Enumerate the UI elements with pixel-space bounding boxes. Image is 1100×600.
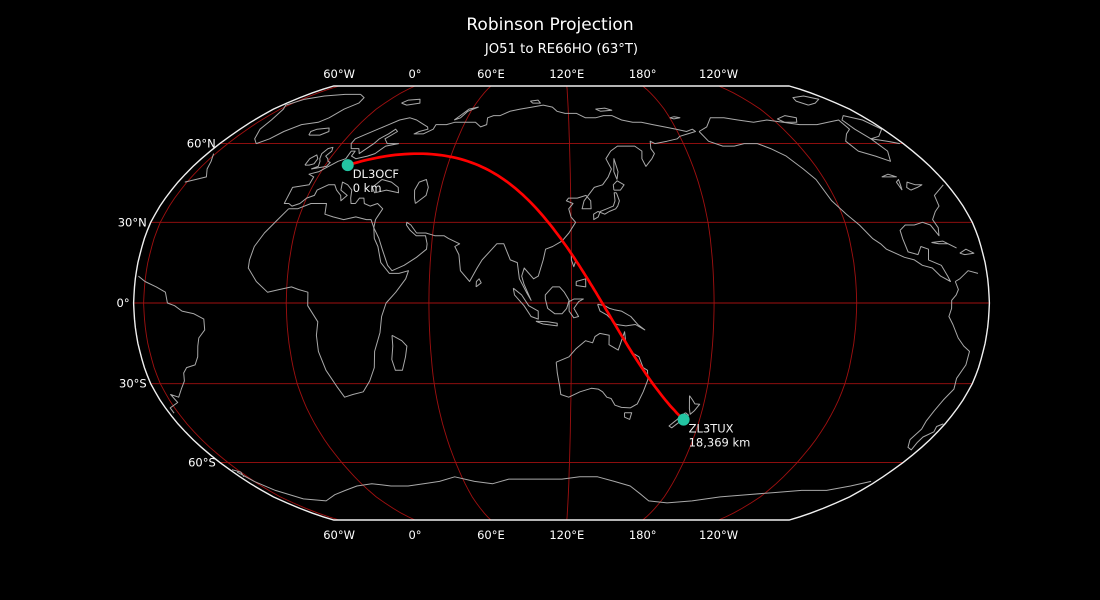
top-lon-tick-label: 0° (408, 67, 421, 81)
coastline (414, 179, 429, 204)
coastline (231, 469, 872, 504)
left-lat-tick-label: 60°S (188, 455, 216, 469)
top-lon-tick-label: 60°W (323, 67, 355, 81)
map-border (132, 85, 991, 521)
great-circle-path (346, 152, 685, 421)
top-lon-tick-label: 60°E (477, 67, 505, 81)
marker-distance-label: 18,369 km (689, 436, 751, 450)
coastline (311, 146, 334, 170)
coastline (304, 154, 319, 166)
coastline (931, 240, 957, 249)
coastline (283, 104, 696, 301)
coastline (624, 412, 633, 420)
station-marker-zl3tux (677, 413, 690, 426)
left-lat-tick-label: 60°N (187, 137, 216, 151)
coastline (453, 106, 479, 121)
coastline (792, 95, 820, 106)
coastline (371, 179, 399, 194)
coastline (138, 270, 979, 451)
bottom-lon-tick-label: 180° (629, 528, 657, 542)
bottom-lon-tick-label: 60°E (477, 528, 505, 542)
left-lat-tick-label: 30°S (119, 377, 147, 391)
top-lon-tick-label: 120°E (549, 67, 584, 81)
coastline (544, 286, 570, 315)
coastline (597, 303, 646, 331)
coastline (391, 334, 408, 371)
coastline (881, 173, 897, 178)
coastline (612, 180, 625, 191)
coastline (959, 248, 975, 256)
marker-distance-label: 0 km (353, 181, 382, 195)
coastline (512, 287, 539, 320)
left-lat-tick-label: 30°N (118, 215, 147, 229)
left-lat-tick-label: 0° (117, 296, 130, 310)
coastline (555, 331, 649, 409)
coastline (529, 99, 541, 104)
coastline (688, 395, 701, 415)
graticule-meridian (143, 85, 340, 521)
map-subtitle: JO51 to RE66HO (63°T) (484, 42, 638, 57)
graticule-meridian (718, 85, 858, 521)
bottom-lon-tick-label: 120°W (699, 528, 738, 542)
bottom-lon-tick-label: 120°E (549, 528, 584, 542)
coastline (669, 116, 681, 120)
figure-title: Robinson Projection (466, 15, 633, 35)
graticule-meridian (285, 85, 416, 521)
coastline (595, 107, 613, 112)
marker-callsign-label: DL3OCF (353, 167, 399, 181)
coastline (475, 278, 482, 288)
marker-callsign-label: ZL3TUX (689, 422, 734, 436)
coastline (401, 98, 421, 106)
graticule-meridian (566, 85, 572, 521)
coastline (895, 179, 903, 191)
coastline (568, 298, 584, 319)
bottom-lon-tick-label: 0° (408, 528, 421, 542)
top-lon-tick-label: 120°W (699, 67, 738, 81)
coastline (247, 203, 409, 398)
station-marker-dl3ocf (341, 159, 354, 172)
coastline (841, 115, 883, 140)
coastline (535, 320, 558, 327)
coastline (776, 115, 798, 123)
coastline (254, 93, 365, 145)
coastline (575, 278, 587, 288)
coastline (308, 127, 330, 136)
coastline (593, 192, 620, 221)
graticule-meridian (428, 85, 492, 521)
bottom-lon-tick-label: 60°W (323, 528, 355, 542)
graticule-meridian (642, 85, 715, 521)
coastline (613, 158, 619, 180)
top-lon-tick-label: 180° (629, 67, 657, 81)
coastline (184, 117, 951, 282)
coastline (906, 181, 923, 191)
